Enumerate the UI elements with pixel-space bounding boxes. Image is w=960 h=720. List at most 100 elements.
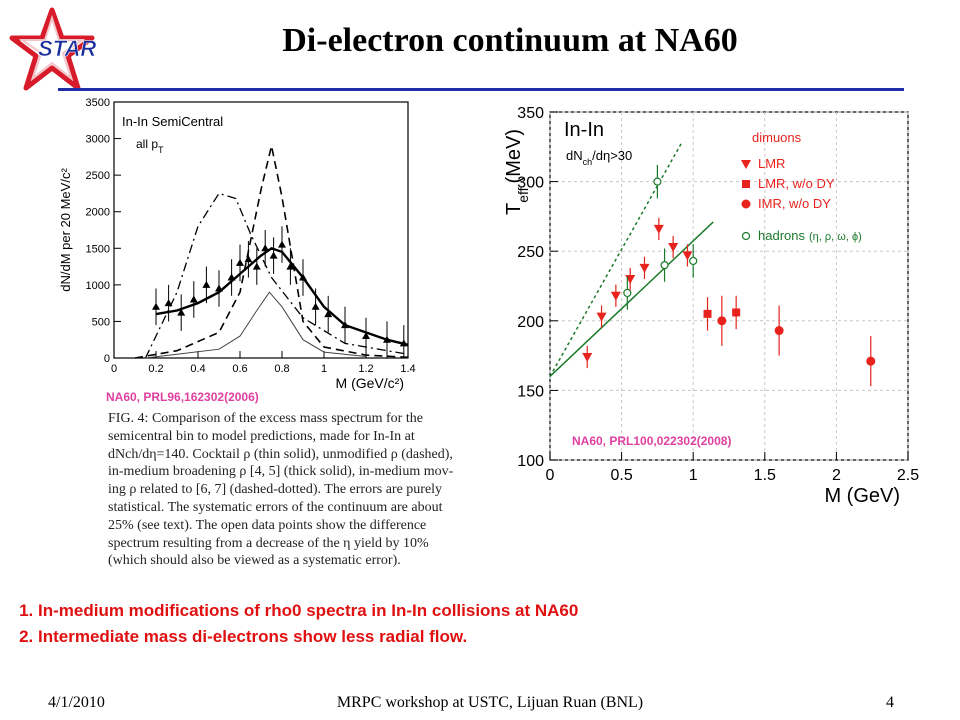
slide-title: Di-electron continuum at NA60 [282, 22, 738, 59]
x-tick-label: 0.5 [610, 467, 632, 484]
y-tick-label: 2000 [86, 207, 110, 219]
data-point [202, 280, 211, 288]
data-point [610, 291, 621, 301]
data-point [623, 288, 632, 298]
data-point [152, 302, 160, 310]
y-axis-label: dN/dM per 20 MeV/c² [58, 168, 73, 292]
data-point [177, 308, 186, 316]
star-logo-text: STAR [38, 36, 96, 61]
data-point [189, 295, 198, 303]
summary-item: Intermediate mass di-electrons show less… [38, 624, 578, 650]
title-divider [58, 88, 904, 91]
data-point [324, 310, 333, 318]
caption-line: (which should also be viewed as a system… [108, 553, 401, 569]
data-point [866, 356, 876, 366]
series-line-thin-solid [145, 291, 367, 359]
fit-line-dotted [549, 142, 683, 377]
legend-label: IMR, w/o DY [758, 196, 831, 211]
caption-line: spectrum resulting from a decrease of th… [108, 535, 429, 551]
caption-line: ing ρ related to [6, 7] (dashed-dotted).… [108, 482, 443, 498]
x-tick-label: 0.6 [232, 363, 247, 375]
x-axis-label: M (GeV/c²) [336, 375, 404, 391]
panel-label: In-In [564, 119, 604, 141]
data-point [252, 262, 261, 270]
caption-line: dNch/dη=140. Cocktail ρ (thin solid), un… [108, 446, 453, 462]
citation-left: NA60, PRL96,162302(2006) [106, 390, 259, 404]
x-tick-label: 0 [546, 467, 555, 484]
data-point [383, 335, 391, 343]
data-point [660, 261, 669, 270]
x-tick-label: 1 [321, 363, 327, 375]
y-axis-label-sub: eff [515, 187, 531, 202]
y-tick-label: 3500 [86, 97, 110, 109]
y-tick-label: 1000 [86, 280, 110, 292]
data-point [596, 312, 607, 322]
data-point [689, 256, 698, 266]
y-axis-label-unit: (MeV) [503, 129, 525, 183]
legend-hadrons-detail: (η, ρ, ω, ϕ) [809, 231, 862, 243]
caption-line: semicentral bin to model predictions, ma… [108, 428, 415, 444]
panel-label: In-In SemiCentral [122, 114, 223, 129]
data-point [653, 224, 664, 234]
cut-label: dNch/dη>30 [566, 148, 632, 167]
x-tick-label: 0.4 [190, 363, 205, 375]
y-tick-label: 2500 [86, 170, 110, 182]
panel-sublabel-sub: T [158, 145, 164, 155]
data-point [774, 326, 784, 336]
data-point [732, 308, 741, 317]
legend-heading: dimuons [752, 130, 802, 145]
y-axis-label: Teff(MeV) [503, 129, 531, 215]
data-point [668, 243, 679, 253]
data-point [286, 262, 295, 270]
y-tick-label: 200 [517, 314, 544, 331]
data-point [236, 258, 244, 266]
footer-center: MRPC workshop at USTC, Lijuan Ruan (BNL) [336, 694, 644, 711]
data-point [269, 251, 278, 259]
y-tick-label: 300 [517, 175, 544, 192]
x-tick-label: 1.4 [400, 363, 415, 375]
legend-label: hadrons (η, ρ, ω, ϕ) [758, 228, 862, 243]
cut-label-rest: /dη>30 [592, 148, 632, 163]
figure-caption: FIG. 4: Comparison of the excess mass sp… [108, 410, 470, 570]
x-tick-label: 0.8 [274, 363, 289, 375]
data-point [741, 231, 751, 241]
data-point [164, 299, 173, 307]
x-tick-label: 2 [832, 467, 841, 484]
footer-page-number: 4 [886, 694, 894, 711]
data-point [362, 332, 370, 340]
data-point [399, 339, 408, 347]
caption-line: 25% (see text). The open data points sho… [108, 517, 427, 533]
plot-frame [549, 111, 909, 461]
x-tick-label: 1.2 [358, 363, 373, 375]
data-point [717, 316, 727, 326]
legend-label: LMR [758, 156, 785, 171]
y-tick-label: 500 [92, 316, 110, 328]
data-point [278, 240, 286, 248]
citation-right: NA60, PRL100,022302(2008) [572, 434, 732, 448]
y-tick-label: 3000 [86, 134, 110, 146]
x-tick-label: 2.5 [897, 467, 919, 484]
data-point [682, 251, 693, 261]
data-point [299, 273, 307, 281]
caption-line: in-medium broadening ρ [4, 5] (thick sol… [108, 464, 454, 480]
series-line-dashed [134, 145, 409, 359]
summary-item: In-medium modifications of rho0 spectra … [38, 598, 578, 624]
data-point [215, 284, 223, 292]
x-tick-label: 1.5 [754, 467, 776, 484]
data-point [639, 263, 650, 273]
data-point [261, 244, 270, 252]
series-line-dashed-dotted [144, 192, 409, 359]
data-point [741, 199, 751, 209]
summary-list: In-medium modifications of rho0 spectra … [4, 598, 578, 650]
y-tick-label: 100 [517, 453, 544, 470]
y-tick-label: 0 [104, 353, 110, 365]
y-tick-label: 350 [517, 105, 544, 122]
cut-label-sub: ch [583, 157, 593, 167]
footer-date: 4/1/2010 [48, 694, 105, 711]
data-point [582, 352, 593, 362]
mass-spectrum-chart: 0 0.2 0.4 0.6 0.8 1 1.2 1.4 0 500 1000 1500 2000 2500… [58, 97, 416, 391]
caption-line: statistical. The systematic errors of th… [108, 499, 443, 515]
data-point [244, 255, 253, 263]
data-point [341, 321, 349, 329]
